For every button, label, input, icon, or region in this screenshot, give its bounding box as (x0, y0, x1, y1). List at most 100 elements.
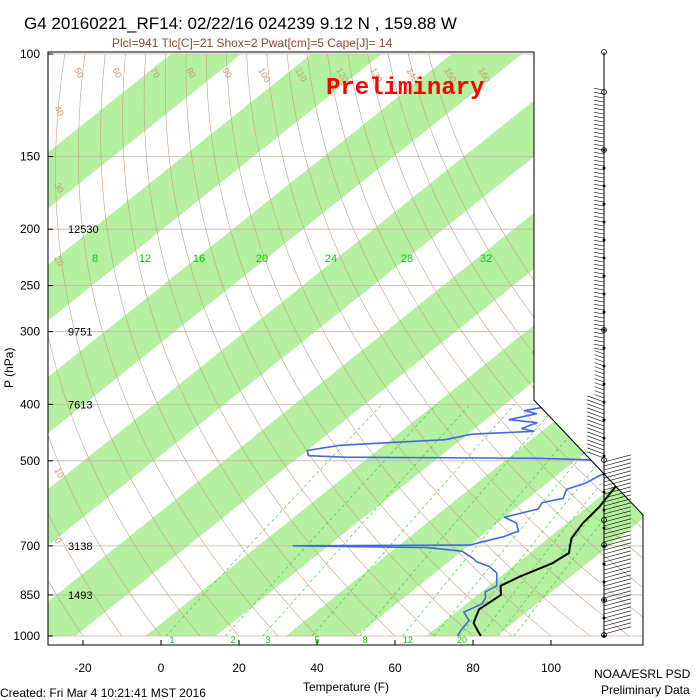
x-tick-label: 0 (158, 661, 165, 675)
wind-barb (594, 120, 605, 123)
wind-barb (586, 403, 605, 411)
wind-barb (603, 462, 632, 471)
wind-barb (586, 439, 605, 447)
adiabat-label: 0 (52, 536, 63, 545)
mixing-ratio-label: 20 (457, 635, 467, 645)
wind-barb (603, 486, 632, 495)
wind-barb (594, 374, 605, 379)
wind-barb (603, 546, 632, 555)
wind-barb (603, 506, 632, 515)
height-label: 3138 (68, 541, 92, 553)
wind-barb (594, 344, 605, 347)
wind-calm-circle (601, 147, 607, 153)
wind-calm-circle (601, 517, 607, 523)
wind-barb (594, 264, 605, 267)
mixing-ratio-label: 3 (265, 635, 270, 645)
wind-point (602, 418, 606, 422)
wind-barb (603, 542, 632, 551)
wind-barb (594, 200, 605, 203)
mixing-ratio-line (165, 404, 383, 637)
wind-barb (603, 498, 632, 507)
mixing-ratio-label: 20 (256, 253, 268, 265)
dry-adiabat (205, 53, 513, 637)
wind-barb (586, 399, 605, 407)
wind-barb (594, 196, 605, 199)
wind-barb (603, 494, 632, 503)
wind-barb (586, 423, 605, 431)
wind-barb (586, 447, 605, 455)
dry-adiabat (246, 53, 591, 637)
wind-barb (594, 332, 605, 335)
wind-barb (594, 212, 605, 215)
parcel-line (616, 470, 634, 490)
dry-adiabat (407, 53, 643, 637)
dry-adiabat (185, 53, 474, 637)
wind-barb (594, 300, 605, 303)
wind-calm-circle (601, 327, 607, 333)
temperature-band (48, 54, 522, 636)
mixing-ratio-line (402, 404, 597, 637)
wind-point (602, 598, 606, 602)
dry-adiabat (48, 53, 162, 637)
wind-barb (603, 598, 632, 607)
wind-barb (594, 208, 605, 211)
mixing-ratio-label: 16 (193, 253, 205, 265)
wind-barb (594, 312, 605, 315)
wind-barb (603, 526, 632, 535)
dry-adiabat (122, 53, 357, 637)
wind-barb (603, 466, 632, 475)
wind-point (602, 544, 606, 548)
wind-point (602, 328, 606, 332)
dry-adiabat (48, 53, 84, 637)
wind-calm-circle (601, 597, 607, 603)
mixing-ratio-label: 32 (480, 253, 492, 265)
wind-point (602, 400, 606, 404)
wind-barb (594, 268, 605, 271)
wind-barb (594, 324, 605, 327)
chart-subtitle: Plcl=941 Tlc[C]=21 Shox=2 Pwat[cm]=5 Cap… (112, 36, 393, 50)
wind-barb (594, 164, 605, 167)
wind-point (602, 184, 606, 188)
wind-barb (594, 362, 605, 367)
wind-barb (603, 522, 632, 531)
wind-barb (594, 132, 605, 135)
wind-barb (603, 566, 632, 575)
dry-adiabat (266, 53, 630, 637)
wind-point (602, 148, 606, 152)
wind-barb (594, 348, 605, 351)
wind-barb (603, 458, 632, 467)
wind-barb (586, 407, 605, 415)
wind-barb (594, 288, 605, 291)
height-labels: 12530 9751 7613 3138 1493 (68, 224, 99, 602)
wind-barb (594, 172, 605, 175)
wind-point (602, 634, 606, 638)
wind-barb (594, 272, 605, 275)
wind-barb (594, 296, 605, 299)
wind-barb (594, 328, 605, 331)
wind-barb (594, 248, 605, 251)
wind-barb (594, 240, 605, 243)
dry-adiabat (226, 53, 552, 637)
dry-adiabat (48, 53, 123, 637)
x-tick-label: 80 (466, 661, 480, 675)
wind-barb (603, 454, 632, 463)
wind-barb (594, 192, 605, 195)
wind-barb (594, 228, 605, 231)
x-tick-label: -20 (74, 661, 92, 675)
wind-barb (603, 610, 632, 619)
wind-barb (594, 204, 605, 207)
adiabat-label: 20 (52, 254, 66, 268)
wind-barb (594, 176, 605, 179)
adiabat-label: 100 (256, 66, 272, 84)
wind-barb (594, 260, 605, 263)
dry-adiabat (387, 53, 643, 637)
y-axis-ticks: 100 150 200 250 300 400 500 700 850 1000 (13, 47, 53, 643)
dewpoint-line (292, 220, 643, 637)
wind-barb (594, 256, 605, 259)
wind-barb (594, 152, 605, 155)
footer-created: Created: Fri Mar 4 10:21:41 MST 2016 (0, 686, 206, 700)
wind-point (602, 220, 606, 224)
wind-barb (594, 104, 605, 107)
wind-point (602, 490, 606, 494)
